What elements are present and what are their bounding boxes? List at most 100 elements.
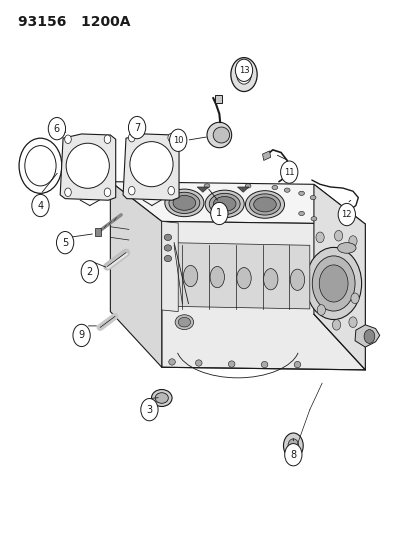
Polygon shape	[237, 187, 248, 192]
Ellipse shape	[66, 143, 109, 188]
Circle shape	[25, 146, 56, 186]
Ellipse shape	[151, 390, 172, 407]
Circle shape	[283, 433, 302, 458]
Ellipse shape	[261, 361, 267, 368]
Ellipse shape	[155, 393, 168, 403]
Ellipse shape	[130, 142, 173, 187]
Ellipse shape	[294, 361, 300, 368]
Ellipse shape	[173, 196, 195, 211]
Ellipse shape	[175, 315, 193, 329]
Circle shape	[311, 256, 354, 311]
Ellipse shape	[253, 197, 275, 212]
Ellipse shape	[213, 127, 229, 143]
Circle shape	[235, 59, 252, 82]
Polygon shape	[168, 243, 309, 309]
Polygon shape	[95, 228, 101, 236]
Ellipse shape	[169, 184, 175, 188]
Ellipse shape	[161, 186, 166, 190]
Ellipse shape	[205, 190, 244, 217]
Ellipse shape	[290, 269, 304, 290]
Text: 1: 1	[216, 208, 222, 219]
Text: 11: 11	[283, 167, 294, 176]
Ellipse shape	[206, 122, 231, 148]
Circle shape	[32, 195, 49, 216]
Ellipse shape	[244, 184, 250, 188]
Polygon shape	[313, 184, 364, 370]
Circle shape	[315, 232, 323, 243]
Ellipse shape	[213, 197, 235, 212]
Circle shape	[305, 247, 361, 319]
Circle shape	[48, 117, 65, 140]
Ellipse shape	[204, 184, 209, 188]
Ellipse shape	[249, 194, 280, 215]
Circle shape	[348, 236, 356, 246]
Ellipse shape	[209, 266, 224, 288]
Ellipse shape	[209, 193, 240, 215]
Text: 5: 5	[62, 238, 68, 248]
Ellipse shape	[164, 245, 171, 251]
Circle shape	[56, 231, 74, 254]
Polygon shape	[110, 182, 364, 224]
Ellipse shape	[245, 191, 284, 218]
Text: 12: 12	[341, 210, 351, 219]
Circle shape	[128, 116, 145, 139]
Ellipse shape	[236, 268, 251, 289]
Circle shape	[280, 161, 297, 183]
Polygon shape	[354, 325, 379, 347]
Ellipse shape	[263, 269, 277, 290]
Circle shape	[337, 204, 355, 225]
Circle shape	[22, 142, 59, 190]
Polygon shape	[110, 182, 161, 367]
Text: 4: 4	[37, 200, 43, 211]
Circle shape	[284, 443, 301, 466]
Circle shape	[64, 188, 71, 197]
Circle shape	[363, 329, 374, 343]
Polygon shape	[60, 134, 115, 200]
Ellipse shape	[298, 212, 304, 216]
Circle shape	[64, 135, 71, 143]
Circle shape	[169, 129, 186, 151]
Polygon shape	[161, 221, 364, 370]
Circle shape	[104, 188, 111, 197]
Circle shape	[318, 265, 347, 302]
Ellipse shape	[183, 265, 197, 287]
Polygon shape	[215, 95, 221, 103]
Circle shape	[236, 65, 251, 84]
Circle shape	[73, 324, 90, 346]
Circle shape	[140, 399, 158, 421]
Text: 9: 9	[78, 330, 84, 341]
Text: 8: 8	[290, 450, 296, 460]
Circle shape	[332, 319, 340, 330]
Ellipse shape	[310, 216, 316, 221]
Text: 13: 13	[238, 66, 249, 75]
Ellipse shape	[337, 243, 355, 253]
Ellipse shape	[164, 234, 171, 240]
Circle shape	[230, 58, 256, 92]
Ellipse shape	[164, 189, 204, 216]
Circle shape	[81, 261, 98, 283]
Ellipse shape	[309, 196, 315, 200]
Text: 7: 7	[134, 123, 140, 133]
Ellipse shape	[169, 192, 199, 214]
Circle shape	[348, 317, 356, 327]
Polygon shape	[262, 151, 270, 160]
Circle shape	[168, 187, 174, 195]
Circle shape	[334, 230, 342, 241]
Circle shape	[350, 293, 358, 304]
Ellipse shape	[195, 360, 202, 366]
Circle shape	[287, 439, 298, 453]
Ellipse shape	[298, 191, 304, 196]
Circle shape	[168, 133, 174, 142]
Circle shape	[128, 187, 135, 195]
Polygon shape	[123, 134, 178, 200]
Ellipse shape	[271, 185, 277, 190]
Ellipse shape	[228, 361, 235, 367]
Ellipse shape	[284, 188, 290, 192]
Text: 2: 2	[86, 267, 93, 277]
Circle shape	[19, 138, 62, 193]
Ellipse shape	[164, 255, 171, 262]
Text: 10: 10	[173, 136, 183, 145]
Circle shape	[316, 305, 325, 316]
Text: 6: 6	[54, 124, 60, 134]
Polygon shape	[197, 187, 208, 192]
